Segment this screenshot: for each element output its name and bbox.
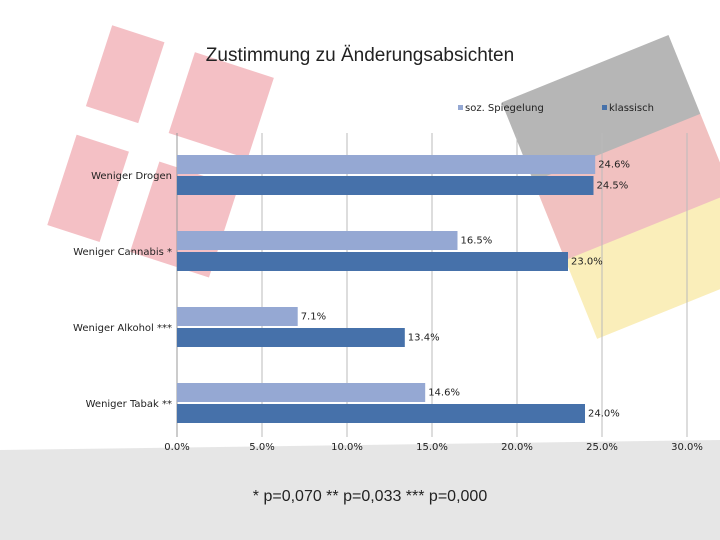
x-tick-label: 30.0% (671, 442, 703, 453)
bar (177, 383, 426, 402)
bar (177, 231, 458, 250)
german-flag (501, 35, 720, 339)
y-tick-label: Weniger Alkohol *** (73, 323, 172, 334)
y-tick-label: Weniger Tabak ** (86, 399, 172, 410)
legend-swatch (602, 105, 607, 110)
x-tick-label: 20.0% (501, 442, 533, 453)
value-label: 24.6% (598, 160, 630, 171)
value-label: 24.5% (597, 181, 629, 192)
bar (177, 176, 594, 195)
value-label: 13.4% (408, 333, 440, 344)
bar (177, 328, 405, 347)
legend-swatch (458, 105, 463, 110)
bar (177, 252, 568, 271)
footnote: * p=0,070 ** p=0,033 *** p=0,000 (253, 488, 488, 505)
value-label: 24.0% (588, 409, 620, 420)
y-tick-label: Weniger Cannabis * (73, 247, 172, 258)
ship-silhouette (0, 440, 720, 540)
y-tick-label: Weniger Drogen (91, 171, 172, 182)
danish-flag (47, 25, 274, 278)
x-tick-label: 25.0% (586, 442, 618, 453)
legend-label: soz. Spiegelung (465, 103, 544, 114)
x-tick-label: 15.0% (416, 442, 448, 453)
x-tick-label: 0.0% (164, 442, 189, 453)
legend-label: klassisch (609, 103, 654, 114)
value-label: 14.6% (428, 388, 460, 399)
bar (177, 155, 596, 174)
value-label: 7.1% (301, 312, 326, 323)
background-flags (0, 25, 720, 540)
bar (177, 307, 298, 326)
chart-title: Zustimmung zu Änderungsabsichten (206, 45, 514, 66)
value-label: 23.0% (571, 257, 603, 268)
value-label: 16.5% (461, 236, 493, 247)
x-tick-label: 10.0% (331, 442, 363, 453)
x-tick-label: 5.0% (249, 442, 274, 453)
bar (177, 404, 585, 423)
